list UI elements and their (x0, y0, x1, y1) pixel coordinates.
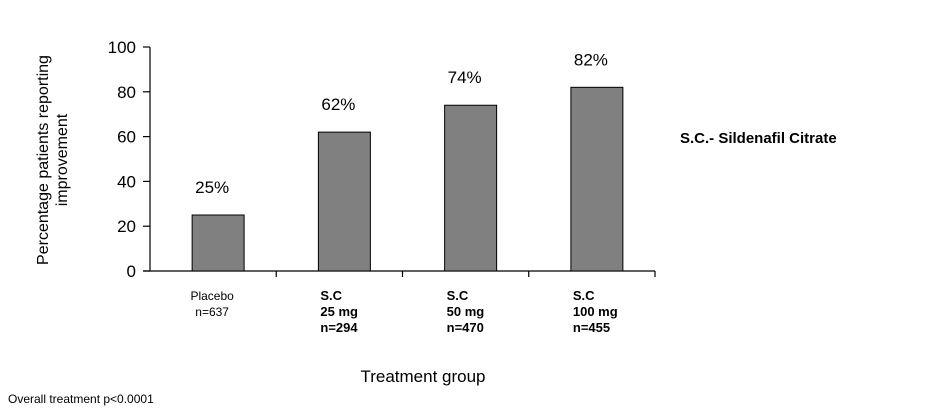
category-label: S.C 25 mg n=294 (320, 288, 358, 335)
category-label: S.C 50 mg n=470 (447, 288, 485, 335)
category-label-line: n=294 (320, 320, 358, 335)
data-label: 62% (321, 95, 355, 114)
category-label-line: n=470 (447, 320, 484, 335)
category-label-line: 25 mg (320, 304, 358, 319)
category-label-line: 100 mg (573, 304, 618, 319)
category-label-line: S.C (573, 288, 595, 303)
data-label: 25% (195, 178, 229, 197)
y-axis-ticks: 0 20 40 60 80 100 (108, 38, 150, 281)
y-tick-label: 40 (117, 172, 136, 191)
footnote: Overall treatment p<0.0001 (8, 392, 154, 406)
data-label: 82% (574, 50, 608, 69)
x-axis-ticks (275, 271, 656, 277)
x-axis-title: Treatment group (360, 367, 485, 386)
category-label-line: n=455 (573, 320, 610, 335)
category-label-line: n=637 (195, 305, 229, 319)
data-labels: 25% 62% 74% 82% (195, 50, 608, 197)
side-note: S.C.- Sildenafil Citrate (680, 130, 837, 147)
y-tick-label: 0 (127, 262, 136, 281)
data-label: 74% (448, 68, 482, 87)
y-tick-label: 20 (117, 217, 136, 236)
category-label-line: S.C (320, 288, 342, 303)
y-tick-label: 100 (108, 38, 136, 57)
bar (444, 104, 498, 272)
category-label-line: 50 mg (447, 304, 485, 319)
bar (191, 214, 245, 272)
bar (570, 86, 624, 272)
category-label: Placebo n=637 (190, 289, 234, 319)
bars (191, 86, 624, 272)
y-axis-title-line: improvement (54, 113, 71, 206)
y-axis-title-line: Percentage patients reporting (35, 55, 52, 265)
y-tick-label: 80 (117, 83, 136, 102)
y-tick-label: 60 (117, 128, 136, 147)
y-axis-title: Percentage patients reporting improvement (35, 55, 71, 265)
category-label-line: S.C (447, 288, 469, 303)
category-label: S.C 100 mg n=455 (573, 288, 618, 335)
category-label-line: Placebo (190, 289, 234, 303)
bar (317, 131, 371, 272)
